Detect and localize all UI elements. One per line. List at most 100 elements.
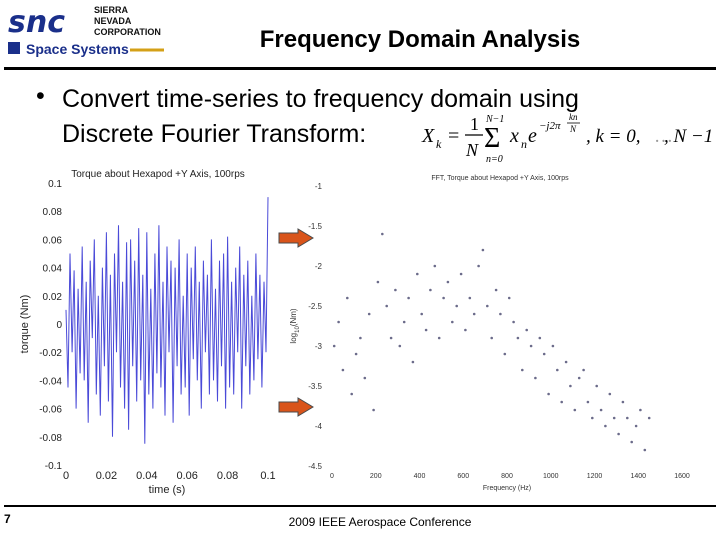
y-tick-label: 0.08 [43,207,63,218]
formula-term: x [509,125,519,147]
formula-exp: −j2π [539,120,561,132]
data-point [612,416,616,420]
x-tick-label: 600 [457,473,469,480]
x-tick-label: 0.02 [96,470,117,482]
data-point [477,264,480,268]
data-point [621,400,625,404]
y-axis-label: torque (Nm) [19,295,31,354]
bullet-marker: • [36,82,45,110]
data-point [437,336,441,340]
y-tick-label: -3.5 [308,382,322,391]
data-point [499,312,502,316]
data-point [626,416,629,420]
y-tick-label: -0.02 [39,348,62,359]
x-tick-label: 1600 [674,473,690,480]
series-line [65,197,269,444]
logo-mark: snc [8,5,65,40]
page-number: 7 [4,512,11,526]
data-point [516,336,520,340]
data-point [617,432,620,436]
data-point [332,344,336,348]
data-point [512,320,515,324]
data-point [420,312,423,316]
data-point [424,328,428,332]
y-tick-label: -0.06 [39,405,62,416]
x-tick-label: 400 [414,473,426,480]
data-point [538,336,542,340]
y-tick-label: -4 [315,422,323,431]
bullet-text: Convert time-series to frequency domain … [62,82,682,152]
y-tick-label: -2 [315,262,323,271]
data-point [582,368,585,372]
x-tick-label: 0 [330,473,334,480]
data-point [394,288,397,292]
y-tick-label: -0.04 [39,376,62,387]
data-point [529,344,533,348]
formula-cond-1: , k = 0, [586,126,641,147]
data-point [411,360,415,364]
data-point [647,416,651,420]
formula-eq: = [448,125,459,147]
y-tick-label: -1 [315,182,323,191]
right-arrow-icon [278,397,314,417]
data-point [525,328,528,332]
frequency-chart: FFT, Torque about Hexapod +Y Axis, 100rp… [289,175,690,492]
data-point [481,248,485,252]
data-point [573,408,577,412]
data-point [451,320,454,324]
logo-square-icon [8,42,20,54]
frequency-plot: FFT, Torque about Hexapod +Y Axis, 100rp… [289,175,690,492]
x-tick-label: 0 [63,470,69,482]
data-point [486,304,489,308]
data-point [556,368,559,372]
x-tick-label: 0.08 [217,470,238,482]
data-point [346,296,349,300]
data-point [402,320,406,324]
bullet-line-2: Discrete Fourier Transform: [62,120,367,148]
data-point [591,416,594,420]
chart-title: Torque about Hexapod +Y Axis, 100rps [71,169,245,180]
data-point [564,360,568,364]
slide-title: Frequency Domain Analysis [259,26,581,53]
y-tick-label: 0.1 [48,179,62,190]
logo-company-line-2: NEVADA [94,16,132,26]
data-point [630,440,633,444]
data-point [341,368,345,372]
data-point [376,280,380,284]
x-tick-label: 1000 [543,473,559,480]
y-tick-label: -0.1 [45,461,63,472]
data-point [398,344,402,348]
data-point [507,296,511,300]
data-point [416,272,419,276]
logo-company-line-3: CORPORATION [94,27,161,37]
x-axis-label: Frequency (Hz) [483,485,531,492]
data-point [350,392,353,396]
data-point [599,408,603,412]
formula-sum: Σ [484,123,500,154]
formula-cond-2: , N −1 [664,126,713,147]
title-rule [4,67,716,70]
y-tick-label: -3 [315,342,323,351]
data-point [464,328,467,332]
data-point [389,336,393,340]
formula-lhs-sub: k [436,137,442,151]
formula-sum-bottom: n=0 [486,154,503,165]
time-series-chart: Torque about Hexapod +Y Axis, 100rps 0.1 0… [19,169,276,496]
x-tick-label: 0.06 [176,470,197,482]
x-tick-label: 0.04 [136,470,157,482]
formula-cond-gap: … [654,126,673,147]
data-point [634,424,638,428]
y-tick-label: -1.5 [308,222,322,231]
data-point [429,288,432,292]
data-point [503,352,507,356]
formula-frac-num: 1 [470,114,479,134]
data-point [372,408,375,412]
y-tick-label: 0.04 [43,264,63,275]
right-arrow-icon [278,228,314,248]
data-point [542,352,546,356]
data-point [407,296,410,300]
data-point [363,376,367,380]
x-tick-label: 0.1 [260,470,275,482]
y-tick-label: -2.5 [308,302,322,311]
data-point [569,384,572,388]
